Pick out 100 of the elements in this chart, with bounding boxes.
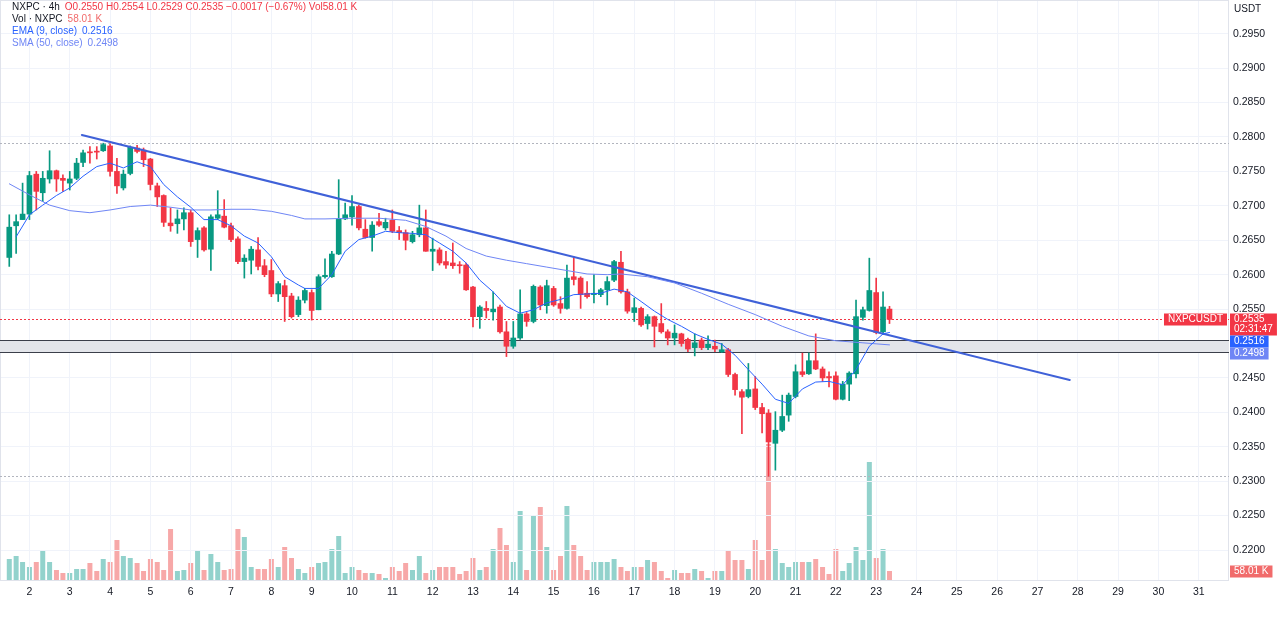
x-tick-label: 27 <box>1031 585 1044 598</box>
y-tick-label: 0.2850 <box>1233 95 1266 108</box>
x-tick-label: 28 <box>1071 585 1084 598</box>
bar <box>120 556 126 581</box>
x-tick-label: 13 <box>467 585 479 598</box>
x-tick-label: 21 <box>789 585 802 598</box>
bar <box>611 559 617 581</box>
x-tick-label: 16 <box>588 585 600 598</box>
y-tick-label: 0.2650 <box>1233 233 1266 246</box>
bar <box>772 549 778 581</box>
bar <box>866 462 872 581</box>
bar <box>208 554 214 581</box>
y-tick-label: 0.2550 <box>1233 301 1266 314</box>
bar <box>282 547 288 581</box>
bar <box>33 562 39 581</box>
text: Vol · NXPC <box>12 13 63 24</box>
bar <box>94 571 100 581</box>
bar <box>719 571 725 581</box>
bar <box>221 570 227 581</box>
bar <box>799 562 805 581</box>
bar <box>201 570 207 581</box>
x-tick-label: 5 <box>147 585 154 598</box>
bar <box>530 515 536 581</box>
bar <box>645 560 651 581</box>
x-tick-label: 18 <box>668 585 681 598</box>
bar <box>248 567 254 581</box>
y-tick-label: 0.2350 <box>1233 439 1266 452</box>
x-tick-label: 17 <box>628 585 641 598</box>
bar <box>6 559 12 581</box>
x-tick-label: 8 <box>268 585 275 598</box>
x-tick-label: 26 <box>991 585 1004 598</box>
bar <box>241 537 247 581</box>
x-tick-label: 4 <box>107 585 114 598</box>
x-tick-label: 12 <box>426 585 439 598</box>
y-tick-label: 0.2600 <box>1233 267 1266 280</box>
x-tick-label: 15 <box>547 585 560 598</box>
bar <box>880 549 886 581</box>
y-tick-label: 0.2800 <box>1233 129 1266 142</box>
text: 58.01 K <box>1234 565 1269 577</box>
bar <box>409 570 415 581</box>
y-tick-label: 0.2300 <box>1233 474 1266 487</box>
y-tick-label: 0.2400 <box>1233 405 1266 418</box>
bar <box>87 563 93 581</box>
candlestick <box>13 214 19 254</box>
bar <box>699 571 705 581</box>
y-tick-label: 0.2450 <box>1233 370 1266 383</box>
chart-title: NXPC · 4h <box>12 1 60 12</box>
bar <box>584 570 590 581</box>
x-tick-label: 6 <box>187 585 194 598</box>
bar <box>840 571 846 581</box>
bar <box>74 569 80 581</box>
bar <box>195 551 201 581</box>
bar <box>806 562 812 581</box>
bar <box>692 569 698 581</box>
text: 58.01 K <box>67 13 103 24</box>
bar <box>745 569 751 581</box>
bar <box>725 551 731 581</box>
bar <box>537 507 543 581</box>
bar <box>215 562 221 581</box>
y-tick-label: 0.2250 <box>1233 508 1266 521</box>
bar <box>483 567 489 581</box>
bar <box>846 563 852 581</box>
bar <box>651 562 657 581</box>
y-tick-label: 0.2700 <box>1233 198 1266 211</box>
bar <box>813 559 819 581</box>
ref-line-label: NXPCUSDT 0.2535 02:31:47 <box>1168 313 1274 335</box>
bar <box>886 571 892 581</box>
bar <box>329 549 335 581</box>
bar <box>517 511 523 581</box>
annotation: 0.2498 <box>87 37 119 48</box>
bar <box>450 567 456 581</box>
x-tick-label: 31 <box>1192 585 1205 598</box>
bar <box>336 536 342 581</box>
x-tick-label: 9 <box>308 585 315 598</box>
bar <box>168 529 174 581</box>
text: 0.2498 <box>1234 347 1265 359</box>
x-tick-label: 22 <box>830 585 842 598</box>
y-tick-label: 0.2950 <box>1233 26 1266 39</box>
bar <box>638 567 644 581</box>
x-tick-label: 3 <box>66 585 73 598</box>
x-tick-label: 7 <box>228 585 235 598</box>
annotation: 0.2516 <box>82 25 113 36</box>
candlestick <box>631 297 638 322</box>
bar <box>578 556 584 581</box>
bar <box>490 549 496 581</box>
x-tick-label: 29 <box>1112 585 1125 598</box>
text: SMA (50, close) <box>12 37 83 48</box>
bar <box>503 545 509 581</box>
bar <box>624 571 630 581</box>
bar <box>80 569 86 581</box>
bar <box>604 562 610 581</box>
x-tick-label: 24 <box>910 585 923 598</box>
x-tick-label: 30 <box>1152 585 1165 598</box>
bar <box>477 570 483 581</box>
x-tick-label: 25 <box>950 585 963 598</box>
bar <box>416 556 422 581</box>
y-tick-label: 0.2900 <box>1233 61 1266 74</box>
candlestick <box>739 389 745 435</box>
bar <box>275 567 281 581</box>
bar <box>356 570 362 581</box>
